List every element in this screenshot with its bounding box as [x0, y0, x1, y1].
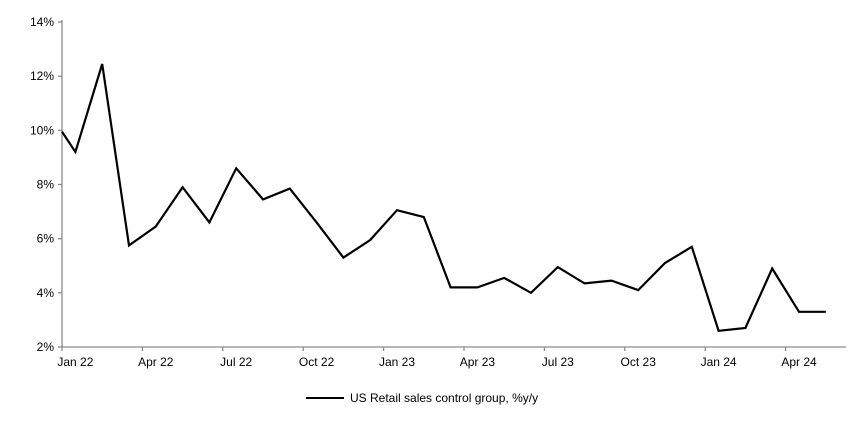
y-tick-label: 2%: [37, 340, 55, 354]
x-tick-label: Jul 22: [220, 355, 252, 369]
x-tick-label: Apr 24: [781, 355, 817, 369]
x-tick-label: Jul 23: [542, 355, 574, 369]
legend-label: US Retail sales control group, %y/y: [350, 391, 538, 405]
series-line: [61, 63, 826, 332]
y-tick-label: 14%: [30, 15, 54, 29]
y-tick-label: 12%: [30, 69, 54, 83]
y-tick-label: 6%: [37, 232, 55, 246]
y-tick-label: 10%: [30, 123, 54, 137]
x-tick-label: Jan 24: [701, 355, 737, 369]
legend: US Retail sales control group, %y/y: [306, 391, 538, 405]
y-tick-label: 4%: [37, 286, 55, 300]
x-tick-label: Apr 23: [460, 355, 496, 369]
y-tick-label: 8%: [37, 178, 55, 192]
x-tick-label: Oct 23: [621, 355, 657, 369]
x-tick-label: Jan 23: [379, 355, 415, 369]
x-tick-label: Oct 22: [299, 355, 335, 369]
x-tick-label: Jan 22: [57, 355, 93, 369]
x-tick-label: Apr 22: [138, 355, 174, 369]
